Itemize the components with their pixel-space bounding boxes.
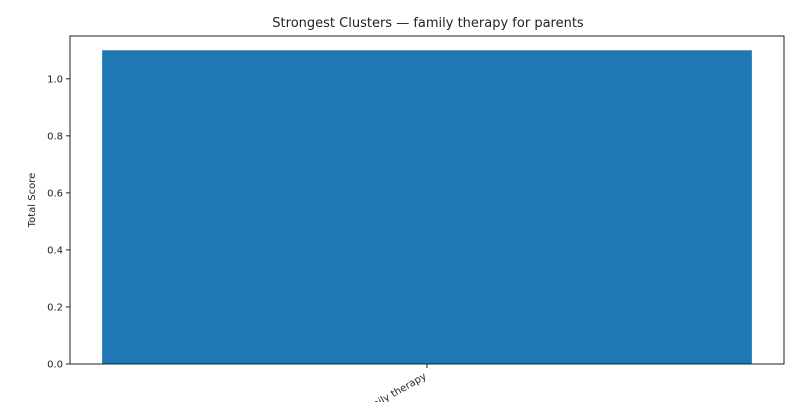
y-tick-label: 0.0 bbox=[47, 360, 63, 371]
y-tick-label: 0.6 bbox=[47, 188, 63, 199]
y-tick-label: 1.0 bbox=[47, 74, 63, 85]
y-tick-label: 0.8 bbox=[47, 131, 63, 142]
chart-title: Strongest Clusters — family therapy for … bbox=[272, 16, 584, 31]
y-axis-label: Total Score bbox=[27, 173, 38, 229]
plot-area: family therapy0.00.20.40.60.81.0 bbox=[47, 35, 785, 402]
y-tick-label: 0.2 bbox=[47, 302, 63, 313]
y-tick-label: 0.4 bbox=[47, 245, 63, 256]
plot-frame bbox=[69, 35, 785, 365]
bar bbox=[102, 50, 752, 365]
